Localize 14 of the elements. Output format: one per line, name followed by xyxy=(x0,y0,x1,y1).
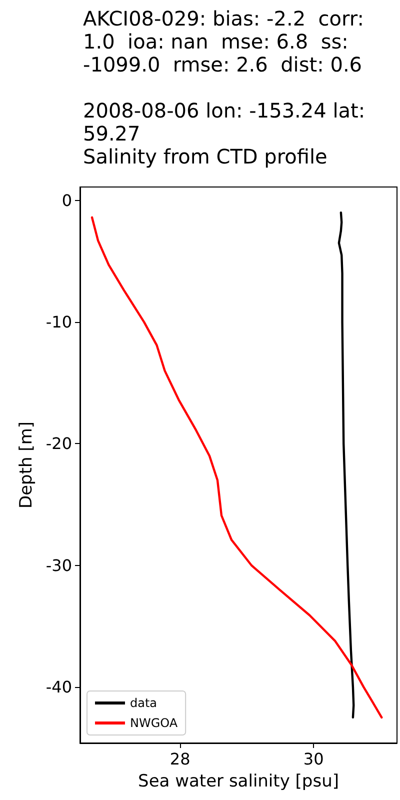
x-axis-title: Sea water salinity [psu] xyxy=(138,772,339,792)
legend-label: data xyxy=(130,696,158,710)
y-tick-label: -30 xyxy=(46,556,72,575)
y-axis-title: Depth [m] xyxy=(16,421,36,509)
y-tick-label: 0 xyxy=(62,190,72,210)
x-tick-label: 30 xyxy=(303,750,324,768)
line-series xyxy=(338,211,355,719)
x-tick-label: 28 xyxy=(170,750,190,768)
legend-label: NWGOA xyxy=(130,716,178,730)
y-tick-label: -10 xyxy=(46,312,72,332)
y-tick-label: -20 xyxy=(46,434,72,454)
y-tick-label: -40 xyxy=(46,678,72,697)
chart-title: AKCI08-029: bias: -2.2 corr: 1.0 ioa: nan mse: 6.8 ss: -1099.0 rmse: 2.6 dist: 0.6 2008-08-06 lon: -153.24 lat: 59.27 Salinity from CTD profile xyxy=(83,6,372,168)
line-series xyxy=(90,216,383,719)
